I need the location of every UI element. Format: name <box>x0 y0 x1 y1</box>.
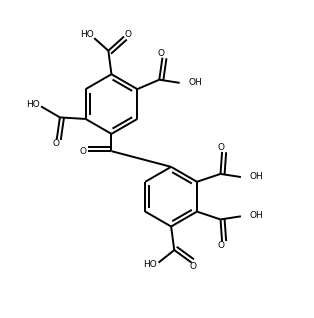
Text: O: O <box>157 49 164 58</box>
Text: HO: HO <box>26 100 40 109</box>
Text: O: O <box>218 241 225 250</box>
Text: O: O <box>218 143 225 152</box>
Text: OH: OH <box>249 211 263 220</box>
Text: O: O <box>125 30 132 38</box>
Text: HO: HO <box>143 260 157 269</box>
Text: HO: HO <box>80 31 94 39</box>
Text: O: O <box>53 139 60 148</box>
Text: OH: OH <box>188 78 202 87</box>
Text: O: O <box>190 262 197 271</box>
Text: OH: OH <box>249 172 263 181</box>
Text: O: O <box>79 147 86 156</box>
